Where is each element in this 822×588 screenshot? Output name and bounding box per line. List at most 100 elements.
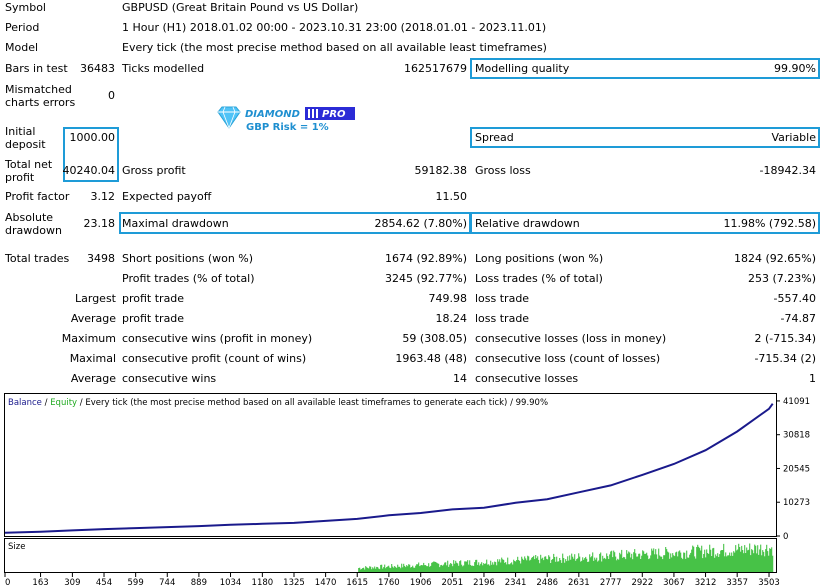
size-bar [606, 553, 608, 572]
size-bar [525, 558, 527, 572]
x-tick-label: 3357 [726, 578, 748, 587]
size-bar [510, 563, 512, 572]
x-tick-label: 2196 [473, 578, 495, 587]
absdd-value: 23.18 [83, 217, 116, 230]
pf-label: Profit factor [5, 190, 70, 203]
size-bar [369, 566, 371, 572]
size-bar [679, 550, 681, 572]
size-bar [559, 558, 561, 572]
size-bar [586, 558, 588, 572]
size-bar [449, 564, 451, 572]
size-bar [385, 568, 387, 572]
size-bar [517, 556, 519, 572]
size-bar [653, 548, 655, 572]
maxdd-label: Maximal drawdown [122, 217, 229, 230]
size-bar [588, 561, 590, 572]
size-bar [507, 557, 509, 572]
deposit-value: 1000.00 [69, 131, 116, 144]
detail-left-label: consecutive wins [122, 372, 217, 385]
period-label: Period [5, 21, 40, 34]
size-bar [515, 561, 517, 572]
size-bar [469, 560, 471, 572]
size-bar [663, 555, 665, 572]
size-bar [687, 557, 689, 572]
size-bar [471, 565, 473, 572]
size-bar [754, 544, 756, 572]
size-bar [550, 563, 552, 572]
size-bar [366, 567, 368, 572]
size-bar [734, 552, 736, 572]
size-bar [608, 559, 610, 572]
size-bar [732, 555, 734, 572]
size-bar [748, 549, 750, 572]
size-bar [407, 566, 409, 572]
size-bar [657, 558, 659, 572]
size-bar [567, 556, 569, 572]
size-bar [540, 554, 542, 572]
size-bar [556, 556, 558, 572]
size-bar [767, 551, 769, 572]
size-bar [363, 567, 365, 572]
x-tick-label: 163 [32, 578, 48, 587]
size-bar [592, 552, 594, 572]
size-bar [486, 559, 488, 572]
x-tick-label: 744 [159, 578, 175, 587]
short-label: Short positions (won %) [122, 252, 254, 265]
size-bar [359, 567, 361, 572]
size-bar [573, 558, 575, 572]
size-bar [581, 560, 583, 572]
size-bar [672, 553, 674, 572]
y-tick-label: 10273 [783, 498, 810, 508]
x-tick-label: 889 [191, 578, 207, 587]
size-bar [518, 560, 520, 572]
size-bar [482, 565, 484, 572]
size-bar [450, 563, 452, 572]
size-bar [546, 558, 548, 572]
size-bar [623, 556, 625, 572]
size-bar [733, 551, 735, 572]
size-bar [583, 559, 585, 572]
size-bar [614, 552, 616, 572]
size-bar [377, 567, 379, 572]
size-bar [527, 555, 529, 572]
size-bar [664, 555, 666, 572]
size-bar [555, 561, 557, 572]
size-bar [473, 566, 475, 572]
size-bar [404, 565, 406, 572]
size-bar [456, 562, 458, 572]
size-bar [618, 559, 620, 572]
balance-line [4, 403, 774, 534]
size-bar [454, 563, 456, 572]
x-tick-label: 1615 [346, 578, 368, 587]
size-bar [545, 556, 547, 572]
size-bar [670, 553, 672, 572]
size-bar [649, 558, 651, 572]
size-bar [640, 559, 642, 572]
size-bar [541, 558, 543, 572]
size-bar [532, 557, 534, 572]
size-bar [655, 549, 657, 572]
size-bar [674, 556, 676, 572]
size-bar [636, 556, 638, 572]
size-bar [700, 550, 702, 572]
size-bar [401, 563, 403, 572]
deposit-label: Initial deposit [5, 125, 46, 151]
size-bar [368, 568, 370, 572]
size-bar [696, 547, 698, 572]
size-bar [440, 565, 442, 572]
size-bar [493, 564, 495, 572]
size-bar [641, 555, 643, 572]
size-bar [763, 551, 765, 572]
size-bar [757, 545, 759, 572]
detail-right-label: consecutive losses [475, 372, 579, 385]
pf-value: 3.12 [90, 190, 116, 203]
size-bar [420, 565, 422, 572]
size-bar [468, 564, 470, 572]
size-bar [364, 569, 366, 572]
size-bar [419, 566, 421, 572]
symbol-label: Symbol [5, 1, 46, 14]
x-tick-label: 2486 [536, 578, 558, 587]
size-bar [613, 550, 615, 572]
size-bar [386, 567, 388, 572]
size-bar [409, 564, 411, 572]
